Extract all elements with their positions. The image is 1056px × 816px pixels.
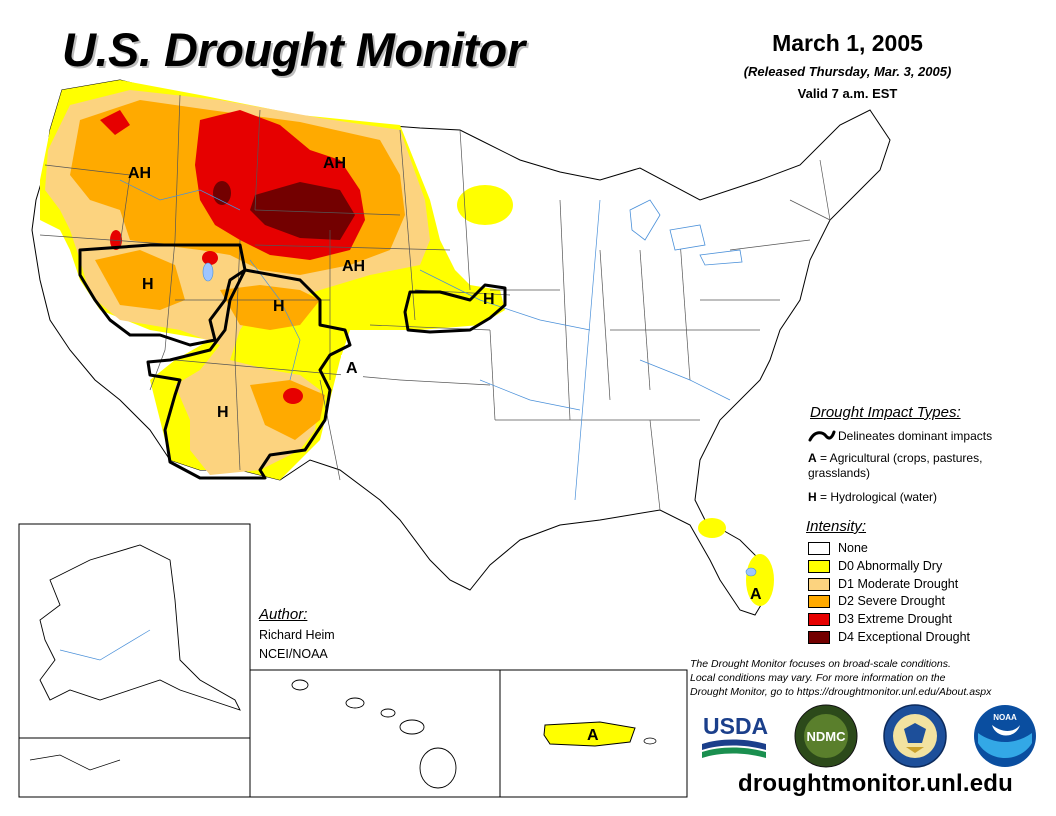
swatch-none	[808, 541, 830, 555]
rivers	[119, 179, 731, 501]
intensity-item-none: None	[808, 540, 868, 556]
intensity-item-d3: D3 Extreme Drought	[808, 611, 952, 627]
swatch-d2	[808, 594, 830, 608]
intensity-item-d0: D0 Abnormally Dry	[808, 558, 942, 574]
alaska-outline	[39, 544, 241, 711]
agricultural-text: = Agricultural (crops, pastures,	[816, 451, 983, 465]
agricultural-text-2: grasslands)	[808, 466, 871, 480]
noaa-logo: NOAA	[974, 705, 1036, 767]
ndmc-logo: NDMC	[794, 704, 858, 768]
impact-delineations	[78, 243, 507, 480]
author-org: NCEI/NOAA	[259, 647, 328, 661]
author-heading: Author:	[259, 606, 308, 623]
label-h-nebraska: H	[483, 291, 495, 308]
intensity-item-d2: D2 Severe Drought	[808, 593, 945, 609]
disclaimer-note: The Drought Monitor focuses on broad-sca…	[690, 658, 992, 698]
label-ah-northwest: AH	[128, 165, 151, 182]
great-lakes	[629, 199, 743, 266]
lake-okeechobee	[745, 567, 757, 577]
label-ah-plains: AH	[342, 258, 365, 275]
svg-text:NDMC: NDMC	[807, 729, 847, 744]
intensity-item-d1: D1 Moderate Drought	[808, 576, 958, 592]
swatch-d4	[808, 630, 830, 644]
author-name: Richard Heim	[259, 628, 335, 642]
hawaii-inset-frame	[249, 669, 501, 798]
release-date: (Released Thursday, Mar. 3, 2005)	[743, 64, 952, 79]
impact-legend-delineates: Delineates dominant impacts	[838, 429, 993, 443]
footer-url[interactable]: droughtmonitor.unl.edu	[738, 770, 1014, 797]
page-title: U.S. Drought Monitor	[62, 23, 525, 76]
impact-legend-heading: Drought Impact Types:	[810, 404, 961, 421]
hydrological-text: = Hydrological (water)	[816, 490, 938, 504]
label-h-utah: H	[273, 298, 285, 315]
label-ah-montana: AH	[323, 155, 346, 172]
delineation-line-symbol	[808, 430, 836, 442]
swatch-d0	[808, 559, 830, 573]
agricultural-key: A	[808, 451, 817, 465]
intensity-legend-heading: Intensity:	[806, 518, 867, 535]
impact-legend-hydrological: H = Hydrological (water)	[808, 490, 937, 505]
swatch-d3	[808, 612, 830, 626]
swatch-d1	[808, 577, 830, 591]
usda-logo: USDA	[702, 713, 768, 758]
puerto-rico-outline	[543, 721, 636, 747]
label-a-florida: A	[750, 586, 762, 603]
label-a-puerto-rico: A	[587, 727, 599, 744]
hydrological-key: H	[808, 490, 817, 504]
svg-text:USDA: USDA	[703, 713, 768, 739]
doc-seal-logo	[883, 704, 947, 768]
impact-legend-agricultural: A = Agricultural (crops, pastures, grass…	[808, 451, 982, 481]
label-h-arizona: H	[217, 404, 229, 421]
label-a-colorado: A	[346, 360, 358, 377]
intensity-item-d4: D4 Exceptional Drought	[808, 629, 970, 645]
valid-time: Valid 7 a.m. EST	[797, 86, 898, 101]
svg-text:NOAA: NOAA	[993, 713, 1017, 722]
label-h-nevada: H	[142, 276, 154, 293]
great-salt-lake	[202, 262, 214, 282]
map-date: March 1, 2005	[772, 30, 923, 56]
state-boundaries	[39, 94, 831, 511]
hawaii-islands	[291, 679, 457, 789]
